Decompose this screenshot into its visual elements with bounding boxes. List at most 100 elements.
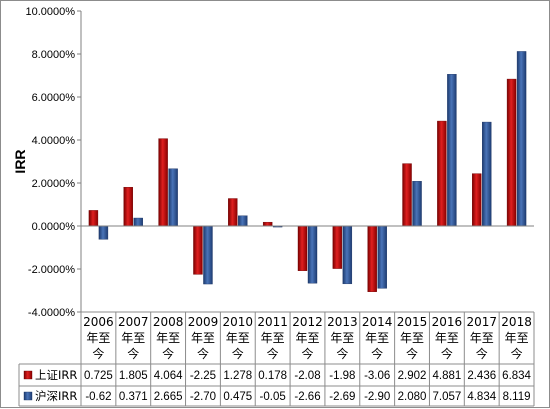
- category-label: 2017: [466, 315, 497, 329]
- category-label: 年至: [400, 331, 424, 345]
- bar-shangzheng-0: [88, 210, 99, 227]
- bar-hushen-10: [447, 74, 457, 227]
- category-label: 2013: [327, 315, 358, 329]
- data-label: -2.69: [329, 391, 355, 403]
- data-label: -2.25: [190, 370, 216, 382]
- data-label: 1.805: [119, 370, 148, 382]
- data-label: 0.475: [223, 391, 252, 403]
- category-label: 2014: [362, 315, 393, 329]
- y-tick-label: 0.0000%: [32, 221, 76, 233]
- category-label: 2009: [188, 315, 219, 329]
- bar-shangzheng-10: [437, 120, 447, 227]
- category-label: 年至: [86, 331, 110, 345]
- category-label: 年至: [121, 331, 145, 345]
- y-tick-label: 4.0000%: [32, 135, 76, 147]
- bar-hushen-11: [482, 121, 492, 227]
- bar-shangzheng-4: [228, 198, 238, 227]
- category-label: 年至: [261, 331, 285, 345]
- category-label: 2007: [118, 315, 149, 329]
- bar-shangzheng-1: [123, 186, 133, 227]
- data-label: 1.278: [223, 370, 252, 382]
- category-label: 年至: [191, 331, 215, 345]
- category-label: 今: [406, 346, 418, 361]
- category-label: 年至: [365, 331, 389, 345]
- category-label: 今: [127, 346, 139, 361]
- legend-swatch-hushen: [23, 391, 33, 401]
- category-label: 今: [267, 346, 279, 361]
- data-label: -0.05: [260, 391, 286, 403]
- bar-hushen-1: [133, 217, 143, 227]
- category-label: 今: [197, 346, 209, 361]
- data-label: 2.665: [154, 391, 183, 403]
- data-label: 0.371: [119, 391, 148, 403]
- category-label: 今: [511, 346, 523, 361]
- data-label: 2.902: [398, 370, 427, 382]
- category-label: 年至: [435, 331, 459, 345]
- data-label: 4.834: [467, 391, 496, 403]
- bar-hushen-3: [203, 225, 213, 285]
- bar-hushen-0: [98, 225, 109, 240]
- bar-shangzheng-9: [402, 163, 412, 227]
- data-label: -3.06: [364, 370, 390, 382]
- category-label: 年至: [295, 331, 319, 345]
- category-label: 今: [301, 346, 313, 361]
- data-label: 6.834: [502, 370, 531, 382]
- data-label: 4.064: [154, 370, 183, 382]
- data-label: -1.98: [329, 370, 355, 382]
- category-label: 今: [336, 346, 348, 361]
- data-label: -2.66: [294, 391, 320, 403]
- data-label: 8.119: [503, 391, 531, 403]
- bar-shangzheng-5: [262, 221, 273, 227]
- category-label: 2016: [432, 315, 463, 329]
- category-label: 今: [92, 346, 104, 361]
- y-tick-label: -4.0000%: [28, 307, 75, 319]
- legend-label-hushen: 沪深IRR: [35, 389, 77, 403]
- y-axis-title: IRR: [12, 149, 28, 173]
- bar-hushen-2: [168, 168, 178, 227]
- category-label: 年至: [156, 331, 180, 345]
- category-label: 年至: [470, 331, 494, 345]
- data-label: 0.178: [258, 370, 287, 382]
- y-tick-label: 8.0000%: [32, 49, 76, 61]
- data-label: -2.70: [190, 391, 216, 403]
- category-label: 2010: [223, 315, 254, 329]
- legend-swatch-shangzheng: [23, 370, 33, 380]
- data-label: 7.057: [432, 391, 461, 403]
- data-label: 4.881: [432, 370, 461, 382]
- bar-shangzheng-3: [193, 225, 203, 275]
- bar-hushen-8: [377, 225, 387, 289]
- category-label: 2006: [83, 315, 114, 329]
- bar-hushen-9: [412, 181, 422, 227]
- bar-shangzheng-11: [472, 173, 482, 227]
- bar-hushen-4: [238, 215, 248, 227]
- category-label: 今: [476, 346, 488, 361]
- y-tick-label: -2.0000%: [28, 264, 75, 276]
- category-label: 2018: [501, 315, 532, 329]
- y-tick-label: 6.0000%: [32, 92, 76, 104]
- category-label: 2011: [257, 315, 288, 329]
- data-label: -0.62: [85, 391, 111, 403]
- bar-hushen-6: [307, 225, 318, 284]
- category-label: 今: [371, 346, 383, 361]
- data-label: 2.436: [467, 370, 496, 382]
- category-label: 年至: [226, 331, 250, 345]
- category-label: 年至: [330, 331, 354, 345]
- category-label: 今: [162, 346, 174, 361]
- category-label: 2012: [292, 315, 323, 329]
- y-tick-label: 10.0000%: [25, 6, 75, 18]
- data-label: -2.08: [294, 370, 320, 382]
- legend-label-shangzheng: 上证IRR: [35, 368, 77, 382]
- bar-hushen-12: [516, 51, 527, 227]
- y-tick-label: 2.0000%: [32, 178, 76, 190]
- bar-shangzheng-2: [158, 138, 168, 227]
- bar-shangzheng-7: [332, 225, 343, 269]
- bar-shangzheng-12: [506, 78, 517, 227]
- category-label: 今: [232, 346, 244, 361]
- data-label: 2.080: [398, 391, 427, 403]
- category-label: 年至: [505, 331, 529, 345]
- category-label: 今: [441, 346, 453, 361]
- bar-shangzheng-6: [297, 225, 308, 271]
- category-label: 2008: [153, 315, 184, 329]
